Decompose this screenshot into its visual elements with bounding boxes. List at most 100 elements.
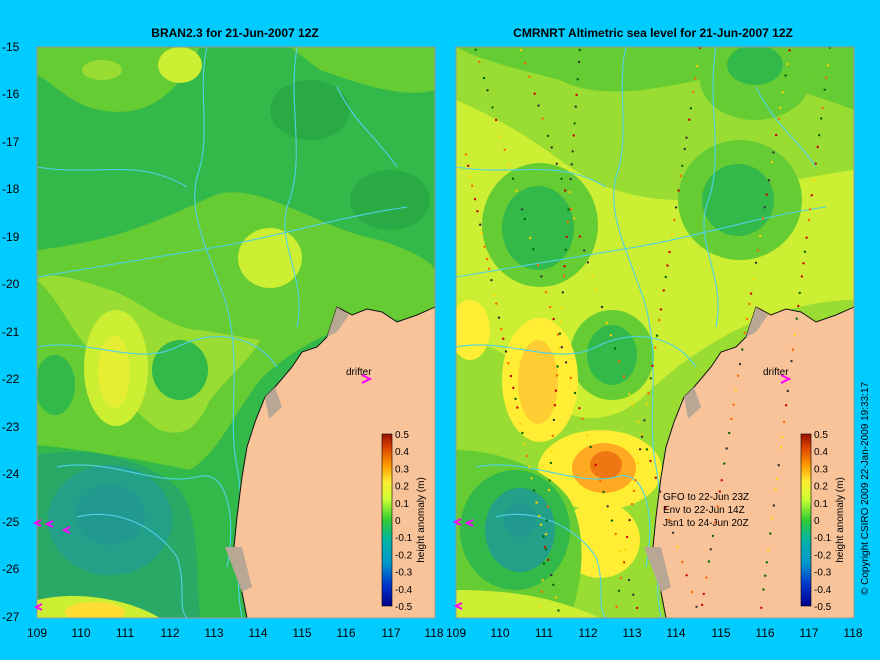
track-point (558, 332, 562, 335)
track-point (781, 91, 784, 94)
colorbar-tick-label: 0.4 (395, 447, 409, 458)
track-point (802, 262, 805, 265)
track-point (569, 177, 572, 181)
track-point (606, 505, 609, 508)
track-point (654, 346, 657, 349)
track-point (573, 391, 577, 395)
track-point (539, 604, 542, 608)
colorbar-tick-label: -0.2 (395, 550, 413, 561)
track-point (532, 489, 536, 492)
track-point (725, 447, 728, 450)
track-point (476, 210, 479, 213)
lon-tick: 111 (534, 626, 554, 640)
track-point (700, 603, 704, 607)
track-point (556, 333, 560, 336)
track-point (576, 78, 579, 81)
track-point (577, 60, 581, 64)
track-point (641, 433, 644, 436)
track-point (523, 443, 526, 446)
colorbar-label: height anomaly (m) (416, 477, 427, 563)
lon-tick: 118 (843, 626, 863, 640)
track-point (493, 293, 496, 296)
drifter-arrow-right-map (780, 374, 792, 384)
track-point (772, 504, 775, 507)
track-point (578, 235, 581, 238)
track-point (769, 532, 772, 535)
lon-tick: 115 (711, 626, 731, 640)
track-point (622, 375, 626, 378)
track-point (705, 576, 708, 579)
track-point (681, 560, 684, 564)
track-point (571, 150, 574, 153)
colorbar-tick-label: -0.1 (814, 533, 832, 544)
track-point (743, 331, 747, 334)
track-point (805, 236, 808, 239)
track-point (670, 233, 674, 236)
track-point (546, 134, 550, 138)
track-point (791, 348, 795, 351)
satellite-env: Env to 22-Jun 14Z (663, 505, 745, 516)
track-point (548, 479, 551, 482)
lat-tick: -27 (2, 610, 20, 624)
track-point (561, 291, 564, 294)
track-point (478, 60, 481, 64)
track-point (609, 334, 613, 337)
track-point (565, 235, 568, 239)
track-point (566, 220, 569, 224)
track-point (568, 191, 571, 194)
track-point (541, 579, 544, 582)
track-point (774, 488, 777, 491)
track-point (519, 422, 522, 425)
track-point (586, 261, 590, 264)
track-point (554, 389, 558, 392)
track-point (826, 64, 829, 67)
track-point (621, 562, 625, 565)
track-point (720, 479, 723, 482)
track-point (507, 362, 510, 365)
left-map-title: BRAN2.3 for 21-Jun-2007 12Z (151, 26, 319, 40)
track-point (676, 545, 679, 549)
track-point (528, 465, 531, 469)
track-point (713, 521, 717, 524)
track-point (786, 62, 789, 66)
track-point (628, 518, 631, 522)
track-point (560, 346, 563, 349)
track-point (532, 248, 535, 251)
copyright-notice: © Copyright CSIRO 2009 22-Jan-2009 19:33… (860, 381, 871, 595)
track-point (533, 92, 536, 95)
track-point (752, 277, 755, 280)
lon-tick: 110 (71, 626, 91, 640)
track-point (674, 206, 678, 209)
track-point (803, 250, 807, 253)
track-point (519, 49, 523, 52)
track-point (754, 261, 758, 264)
track-point (788, 49, 791, 52)
track-point (716, 505, 719, 508)
drifter-arrow (61, 526, 71, 534)
track-point (543, 545, 547, 549)
lon-tick: 110 (490, 626, 510, 640)
colorbar-tick-label: -0.2 (814, 550, 832, 561)
track-point (677, 189, 680, 192)
track-point (550, 146, 553, 149)
track-point (615, 605, 618, 609)
track-point (594, 463, 597, 467)
track-point (485, 257, 489, 261)
track-point (605, 321, 609, 325)
track-point (581, 417, 584, 421)
track-point (638, 448, 642, 451)
track-point (570, 163, 573, 166)
track-point (666, 264, 669, 267)
track-point (545, 519, 548, 522)
colorbar-tick-label: -0.3 (814, 568, 832, 579)
track-point (515, 189, 518, 192)
lon-tick: 111 (115, 626, 135, 640)
track-point (645, 403, 648, 406)
track-point (667, 518, 671, 521)
track-point (745, 317, 749, 321)
track-point (473, 198, 477, 201)
lat-tick: -24 (2, 467, 20, 481)
track-point (541, 117, 544, 120)
track-point (734, 388, 738, 392)
